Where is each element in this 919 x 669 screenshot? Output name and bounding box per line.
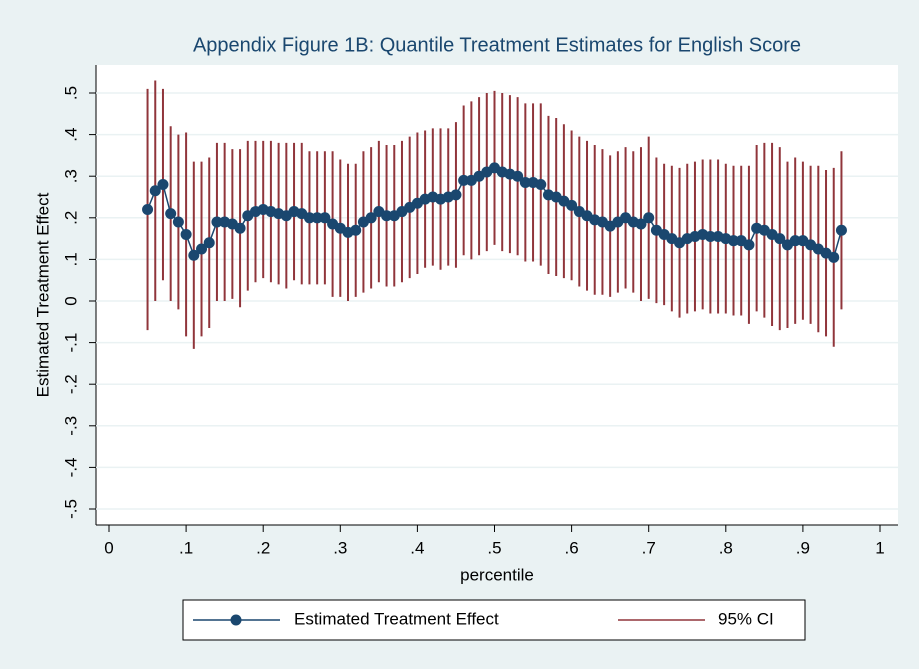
estimate-point: [303, 212, 315, 224]
estimate-point: [835, 224, 847, 236]
estimate-point: [643, 212, 655, 224]
estimate-point: [512, 170, 524, 182]
estimate-point: [172, 216, 184, 228]
x-axis-title: percentile: [460, 565, 534, 584]
estimate-point: [566, 199, 578, 211]
y-tick-label: -.2: [61, 374, 80, 394]
legend-marker: [230, 614, 242, 626]
estimate-point: [789, 235, 801, 247]
estimate-point: [704, 231, 716, 243]
legend-label: 95% CI: [718, 609, 774, 628]
estimate-point: [319, 212, 331, 224]
estimate-point: [519, 176, 531, 188]
estimate-point: [188, 249, 200, 261]
legend-label: Estimated Treatment Effect: [294, 609, 499, 628]
estimate-point: [458, 174, 470, 186]
estimate-point: [743, 239, 755, 251]
x-tick-label: .5: [487, 538, 501, 557]
estimate-point: [203, 237, 215, 249]
estimate-point: [535, 179, 547, 191]
x-tick-label: .9: [796, 538, 810, 557]
estimate-point: [149, 185, 161, 197]
estimate-point: [350, 224, 362, 236]
y-axis-title: Estimated Treatment Effect: [33, 192, 52, 397]
x-tick-label: .1: [179, 538, 193, 557]
y-tick-label: .5: [61, 86, 80, 100]
estimate-point: [165, 208, 177, 220]
y-tick-label: .3: [61, 169, 80, 183]
x-tick-label: .6: [565, 538, 579, 557]
y-tick-label: -.5: [61, 499, 80, 519]
x-tick-label: 0: [104, 538, 113, 557]
estimate-point: [828, 251, 840, 263]
y-tick-label: .2: [61, 211, 80, 225]
estimate-point: [180, 228, 192, 240]
estimate-point: [774, 233, 786, 245]
x-tick-label: 1: [875, 538, 884, 557]
x-tick-label: .8: [719, 538, 733, 557]
y-tick-label: -.3: [61, 416, 80, 436]
estimate-point: [365, 212, 377, 224]
estimate-point: [142, 203, 154, 215]
estimate-point: [311, 212, 323, 224]
estimate-point: [728, 235, 740, 247]
y-tick-label: .1: [61, 252, 80, 266]
y-tick-label: -.1: [61, 333, 80, 353]
estimate-point: [234, 222, 246, 234]
y-tick-label: -.4: [61, 457, 80, 477]
estimate-point: [450, 189, 462, 201]
x-tick-label: .7: [642, 538, 656, 557]
y-tick-label: .4: [61, 128, 80, 142]
estimate-point: [157, 179, 169, 191]
estimate-point: [381, 210, 393, 222]
estimate-point: [635, 218, 647, 230]
y-tick-label: 0: [61, 296, 80, 305]
chart-title: Appendix Figure 1B: Quantile Treatment E…: [193, 34, 801, 56]
estimate-point: [211, 216, 223, 228]
estimate-point: [196, 243, 208, 255]
x-tick-label: .4: [410, 538, 424, 557]
x-tick-label: .3: [333, 538, 347, 557]
x-tick-label: .2: [256, 538, 270, 557]
